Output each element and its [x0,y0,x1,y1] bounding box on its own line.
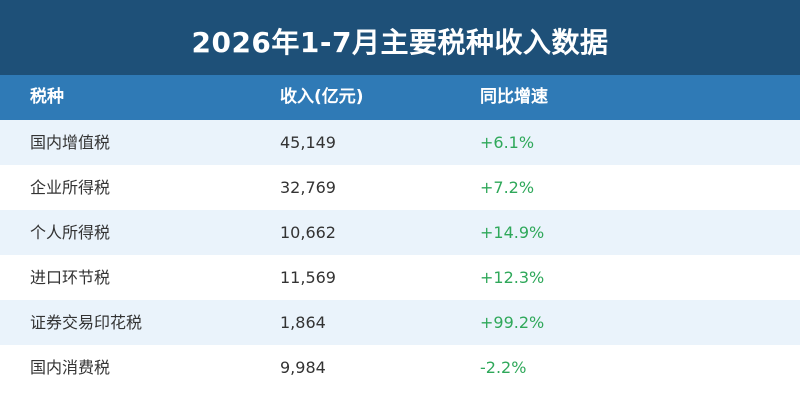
tax-type-cell: 进口环节税 [30,268,111,287]
revenue-cell: 32,769 [280,178,336,197]
revenue-cell: 10,662 [280,223,336,242]
table-body: 国内增值税 45,149 +6.1% 企业所得税 32,769 +7.2% 个人… [0,120,800,390]
tax-type-cell: 企业所得税 [30,178,111,197]
revenue-cell: 45,149 [280,133,336,152]
growth-cell: +7.2% [480,178,535,197]
revenue-cell: 11,569 [280,268,336,287]
table-row: 证券交易印花税 1,864 +99.2% [0,300,800,345]
table-row: 国内增值税 45,149 +6.1% [0,120,800,165]
tax-type-cell: 个人所得税 [30,223,111,242]
growth-cell: +14.9% [480,223,545,242]
header-yoy-growth: 同比增速 [480,87,548,107]
page-title: 2026年1-7月主要税种收入数据 [191,26,609,59]
growth-cell: +6.1% [480,133,535,152]
table-header: 税种 收入(亿元) 同比增速 [0,75,800,120]
table-row: 进口环节税 11,569 +12.3% [0,255,800,300]
table-row: 个人所得税 10,662 +14.9% [0,210,800,255]
table-row: 国内消费税 9,984 -2.2% [0,345,800,390]
table-row: 企业所得税 32,769 +7.2% [0,165,800,210]
header-revenue: 收入(亿元) [280,87,364,107]
revenue-cell: 1,864 [280,313,326,332]
tax-type-cell: 证券交易印花税 [30,313,143,332]
revenue-cell: 9,984 [280,358,326,377]
header-tax-type: 税种 [30,87,64,107]
tax-type-cell: 国内增值税 [30,133,111,152]
tax-type-cell: 国内消费税 [30,358,111,377]
growth-cell: +12.3% [480,268,545,287]
growth-cell: +99.2% [480,313,545,332]
title-bar: 2026年1-7月主要税种收入数据 [0,0,800,82]
growth-cell: -2.2% [480,358,527,377]
